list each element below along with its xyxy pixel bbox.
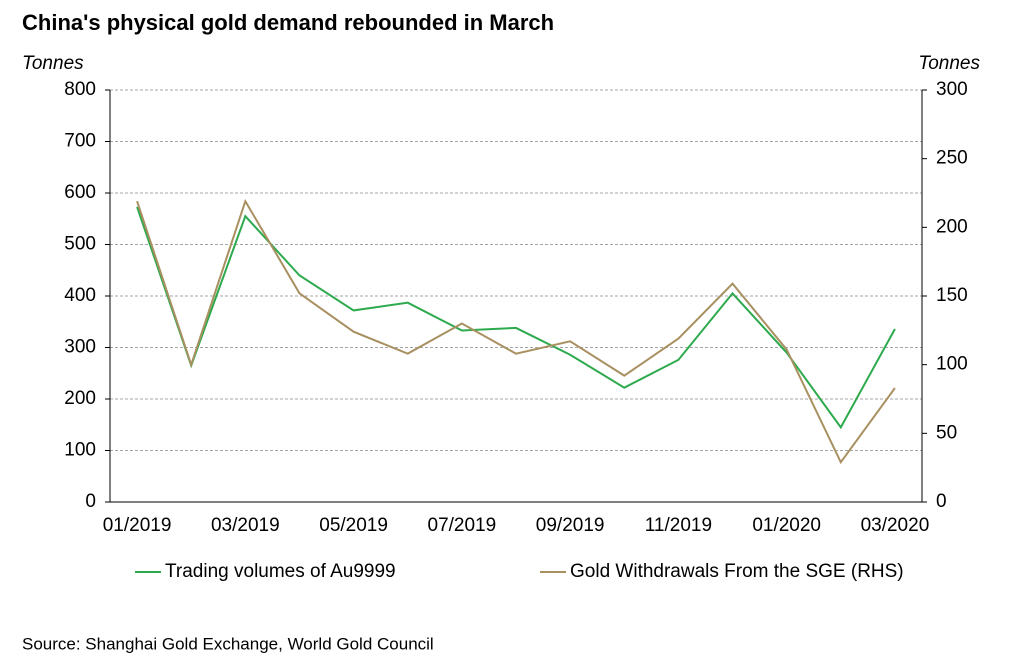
y-tick-label: 200: [64, 388, 96, 409]
y-tick-label: 400: [64, 285, 96, 306]
y2-axis-label: Tonnes: [918, 53, 980, 74]
series-line: [136, 206, 896, 430]
legend-label: Trading volumes of Au9999: [165, 561, 396, 582]
y2-tick-label: 250: [936, 148, 968, 169]
x-tick-label: 07/2019: [428, 515, 497, 536]
y2-tick-label: 300: [936, 79, 968, 100]
chart-title: China's physical gold demand rebounded i…: [22, 10, 554, 35]
y2-tick-label: 200: [936, 216, 968, 237]
y2-tick-label: 100: [936, 354, 968, 375]
y2-tick-label: 0: [936, 491, 947, 512]
series-line: [136, 198, 896, 465]
y-tick-label: 500: [64, 234, 96, 255]
y2-tick-label: 150: [936, 285, 968, 306]
legend-label: Gold Withdrawals From the SGE (RHS): [570, 561, 904, 582]
x-tick-label: 01/2019: [103, 515, 172, 536]
y-tick-label: 700: [64, 131, 96, 152]
y-tick-label: 800: [64, 79, 96, 100]
x-tick-label: 01/2020: [752, 515, 821, 536]
y-tick-label: 0: [85, 491, 96, 512]
y-tick-label: 100: [64, 440, 96, 461]
x-tick-label: 11/2019: [645, 515, 712, 536]
x-tick-label: 03/2020: [861, 515, 930, 536]
x-tick-label: 09/2019: [536, 515, 605, 536]
y2-tick-label: 50: [936, 422, 957, 443]
source: Source: Shanghai Gold Exchange, World Go…: [22, 634, 434, 653]
y-tick-label: 600: [64, 182, 96, 203]
x-tick-label: 03/2019: [211, 515, 280, 536]
y-axis-label: Tonnes: [22, 53, 84, 74]
x-tick-label: 05/2019: [319, 515, 388, 536]
y-tick-label: 300: [64, 337, 96, 358]
